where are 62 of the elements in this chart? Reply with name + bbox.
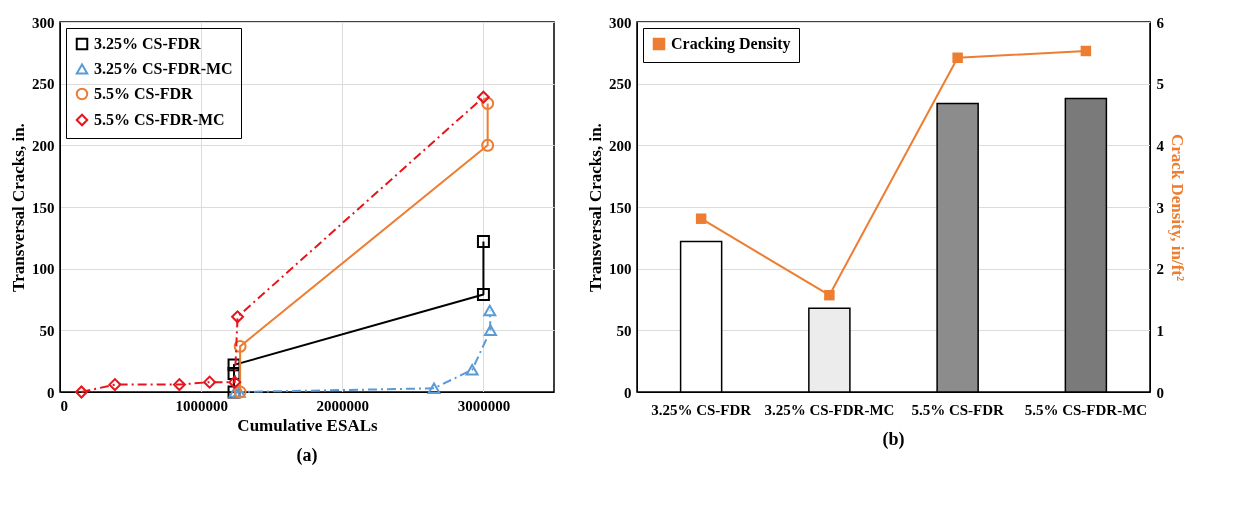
x-tick-label: 0 xyxy=(60,397,68,414)
y-tick-label: 200 xyxy=(32,137,55,154)
legend-label: 5.5% CS-FDR-MC xyxy=(94,111,225,128)
y2-tick-label: 6 xyxy=(1156,14,1165,31)
y-tick-label: 300 xyxy=(609,14,632,31)
y2-axis-title: Crack Density, in/ft² xyxy=(1168,133,1187,282)
point xyxy=(228,375,242,389)
legend-label: Cracking Density xyxy=(671,35,791,53)
point xyxy=(227,358,241,372)
x-tick-label: 3000000 xyxy=(457,397,511,414)
point xyxy=(481,138,495,152)
y-tick-label: 250 xyxy=(609,76,632,93)
point xyxy=(483,304,497,317)
y-tick-label: 50 xyxy=(616,322,632,339)
x-tick-label: 3.25% CS-FDR xyxy=(651,401,752,418)
point xyxy=(465,364,479,376)
point xyxy=(476,90,490,104)
point xyxy=(227,367,241,380)
y-tick-label: 100 xyxy=(32,261,55,278)
point xyxy=(476,235,490,249)
y2-tick-label: 3 xyxy=(1156,199,1164,216)
point xyxy=(203,375,217,389)
point xyxy=(952,52,963,64)
x-tick-label: 1000000 xyxy=(175,397,228,414)
text: (a) xyxy=(296,445,318,466)
point xyxy=(233,339,247,353)
point xyxy=(481,96,495,110)
point xyxy=(231,310,245,324)
y-tick-label: 150 xyxy=(32,199,55,216)
point xyxy=(695,213,707,224)
legend-label: 3.25% CS-FDR xyxy=(94,35,202,52)
y2-tick-label: 1 xyxy=(1156,322,1164,339)
y2-tick-label: 4 xyxy=(1156,137,1165,154)
y2-tick-label: 5 xyxy=(1156,76,1164,93)
y2-tick-label: 0 xyxy=(1156,384,1164,401)
y-tick-label: 0 xyxy=(624,384,632,401)
y-tick-label: 0 xyxy=(47,384,55,401)
legend-label: 3.25% CS-FDR-MC xyxy=(94,60,233,77)
y-tick-label: 250 xyxy=(32,76,55,93)
y-tick-label: 200 xyxy=(609,137,632,154)
y-tick-label: 100 xyxy=(609,261,632,278)
y-tick-label: 150 xyxy=(609,199,632,216)
text: (b) xyxy=(882,429,905,450)
x-tick-label: 2000000 xyxy=(316,397,370,414)
y-axis-title: Transversal Cracks, in. xyxy=(586,123,605,292)
y-tick-label: 300 xyxy=(32,14,55,31)
y-axis-title: Transversal Cracks, in. xyxy=(9,123,28,292)
x-tick-label: 5.5% CS-FDR-MC xyxy=(1024,401,1148,418)
x-tick-label: 5.5% CS-FDR xyxy=(911,401,1005,418)
point xyxy=(74,385,88,399)
point xyxy=(427,382,441,395)
point xyxy=(1080,45,1092,57)
y-tick-label: 50 xyxy=(39,322,55,339)
point xyxy=(172,378,186,392)
x-axis-title: Cumulative ESALs xyxy=(237,415,379,435)
legend-label: 5.5% CS-FDR xyxy=(94,85,194,102)
point xyxy=(108,378,122,392)
point xyxy=(484,324,497,337)
x-tick-label: 3.25% CS-FDR-MC xyxy=(764,401,895,418)
y2-tick-label: 2 xyxy=(1156,261,1164,278)
point xyxy=(824,289,835,301)
point xyxy=(476,288,490,302)
